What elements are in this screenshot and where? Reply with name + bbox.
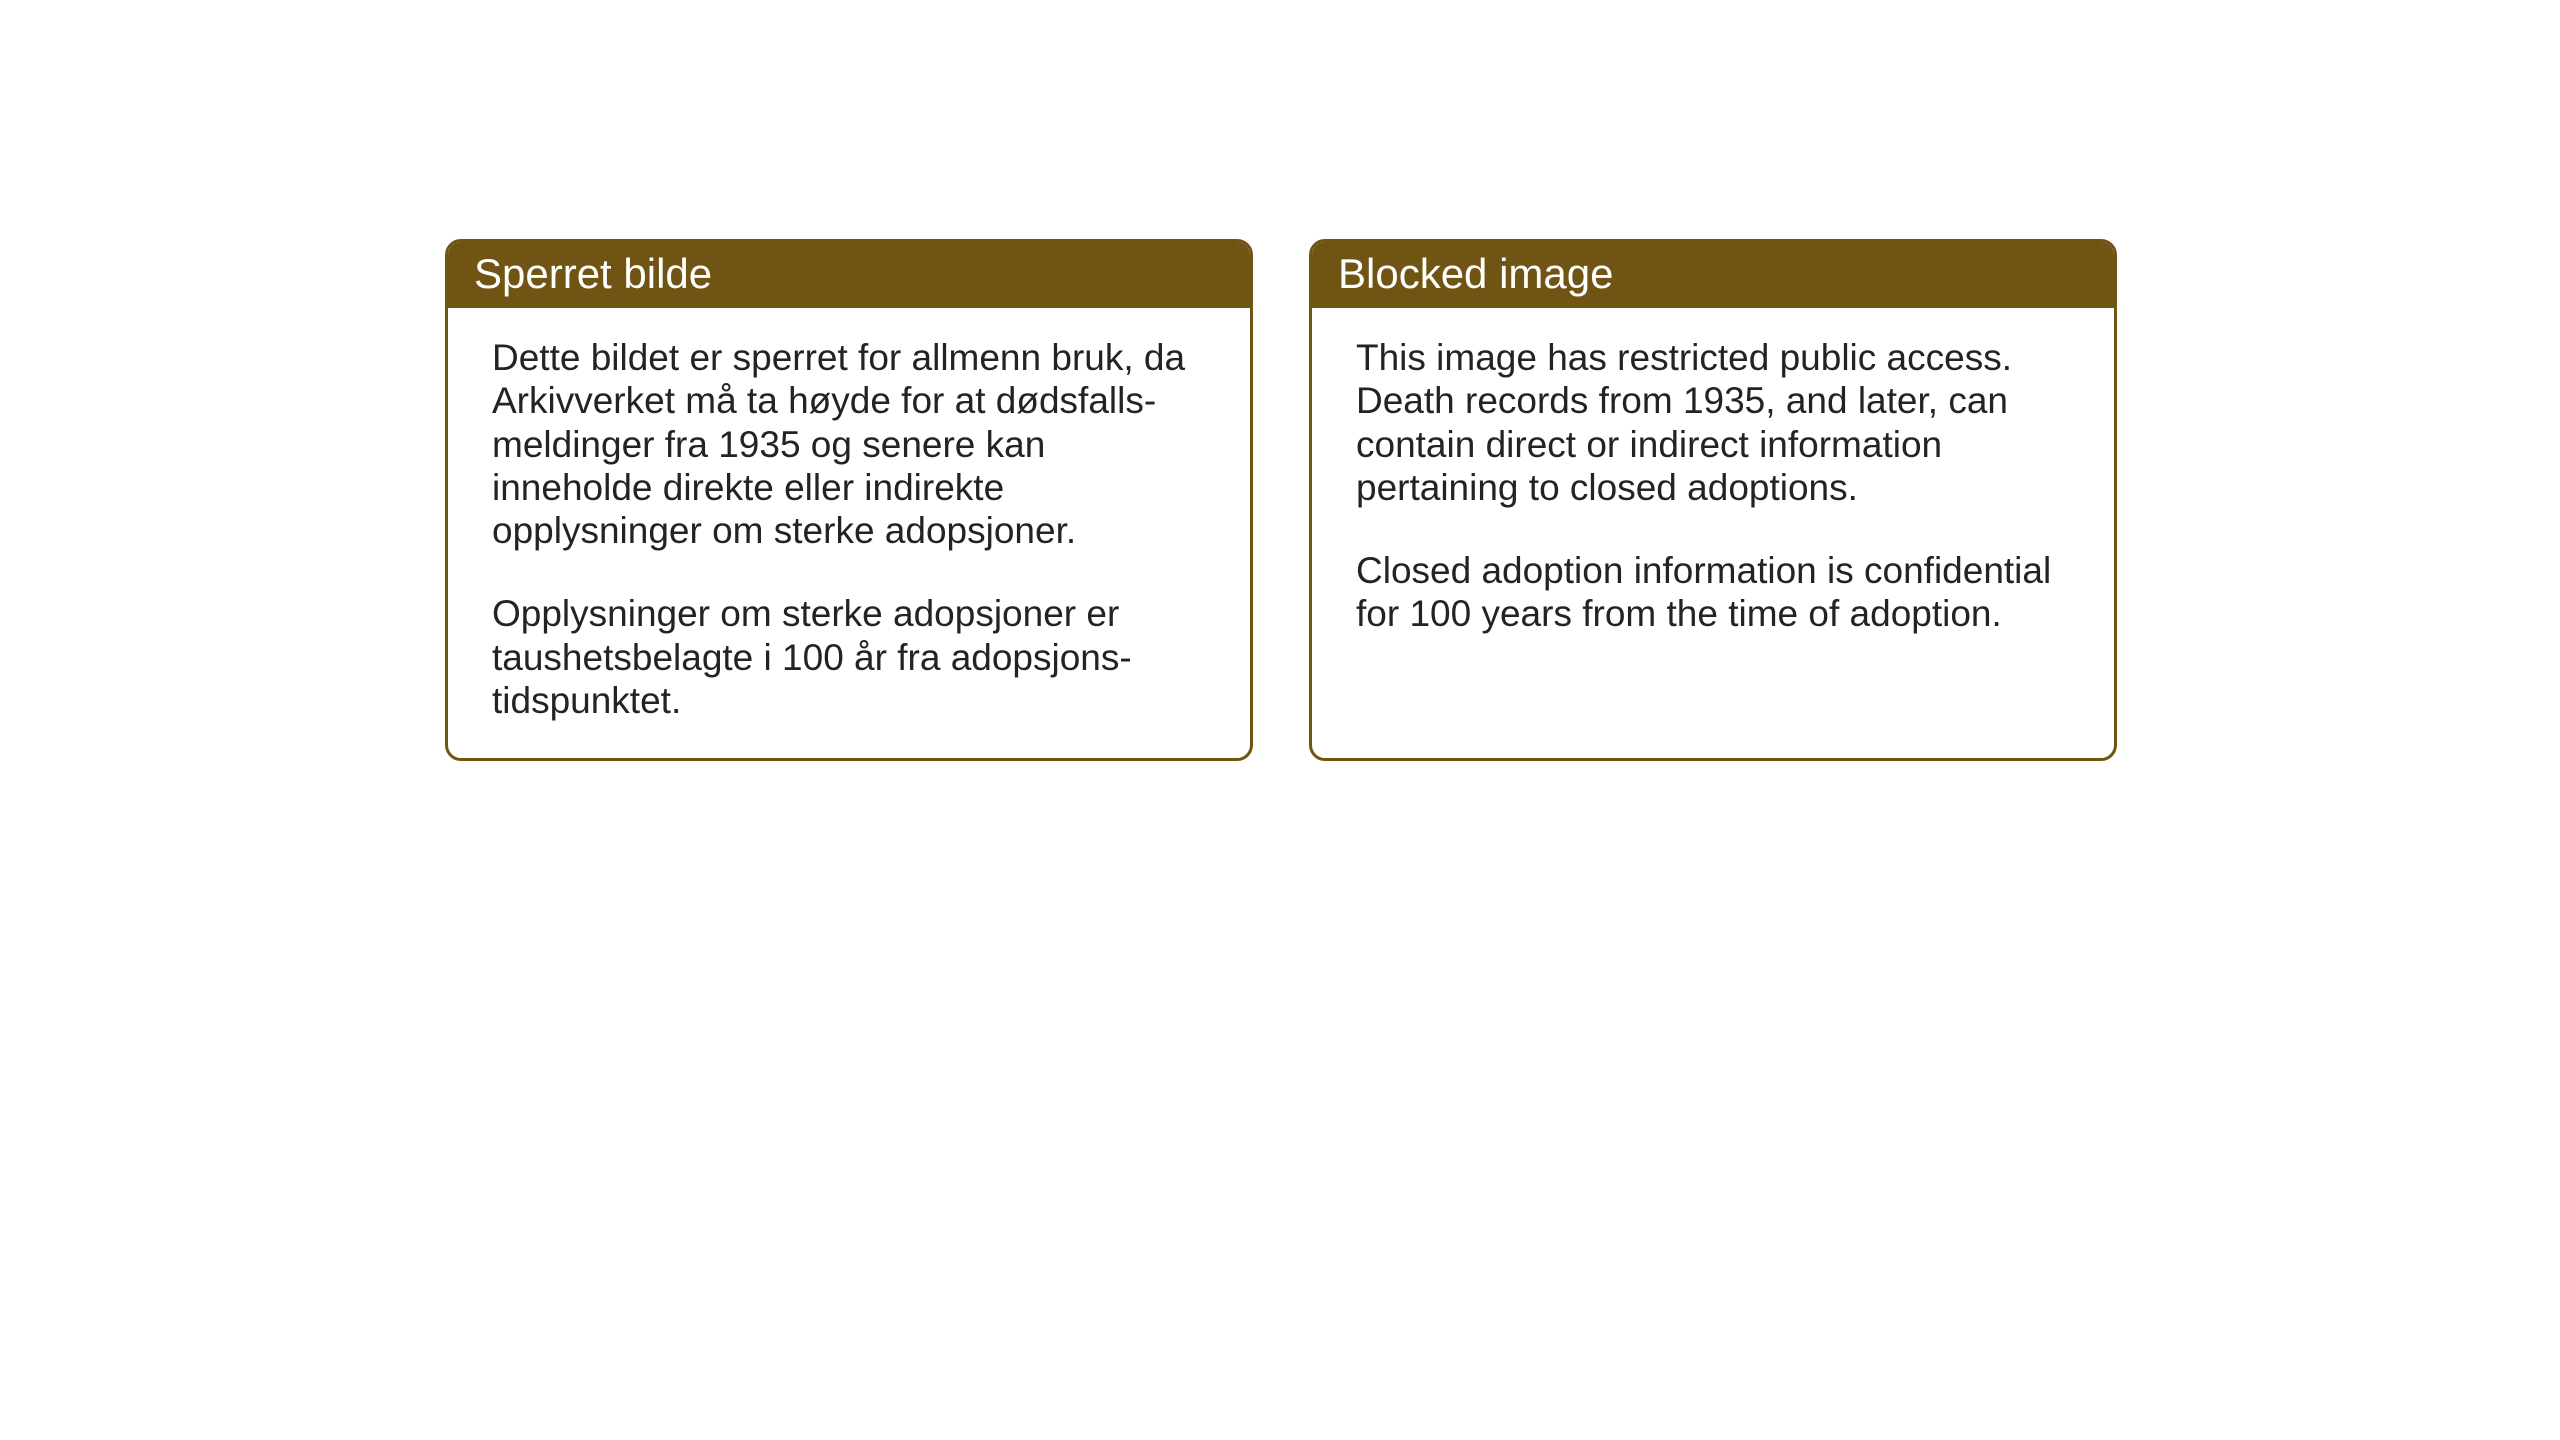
- notice-header-norwegian: Sperret bilde: [448, 242, 1250, 308]
- notice-paragraph-1-english: This image has restricted public access.…: [1356, 336, 2070, 509]
- notice-body-norwegian: Dette bildet er sperret for allmenn bruk…: [448, 308, 1250, 758]
- notice-paragraph-2-english: Closed adoption information is confident…: [1356, 549, 2070, 636]
- notice-paragraph-2-norwegian: Opplysninger om sterke adopsjoner er tau…: [492, 592, 1206, 722]
- notice-paragraph-1-norwegian: Dette bildet er sperret for allmenn bruk…: [492, 336, 1206, 552]
- notice-header-english: Blocked image: [1312, 242, 2114, 308]
- notice-body-english: This image has restricted public access.…: [1312, 308, 2114, 672]
- notice-title-english: Blocked image: [1338, 250, 1613, 297]
- notice-title-norwegian: Sperret bilde: [474, 250, 712, 297]
- notice-container: Sperret bilde Dette bildet er sperret fo…: [445, 239, 2117, 761]
- notice-box-english: Blocked image This image has restricted …: [1309, 239, 2117, 761]
- notice-box-norwegian: Sperret bilde Dette bildet er sperret fo…: [445, 239, 1253, 761]
